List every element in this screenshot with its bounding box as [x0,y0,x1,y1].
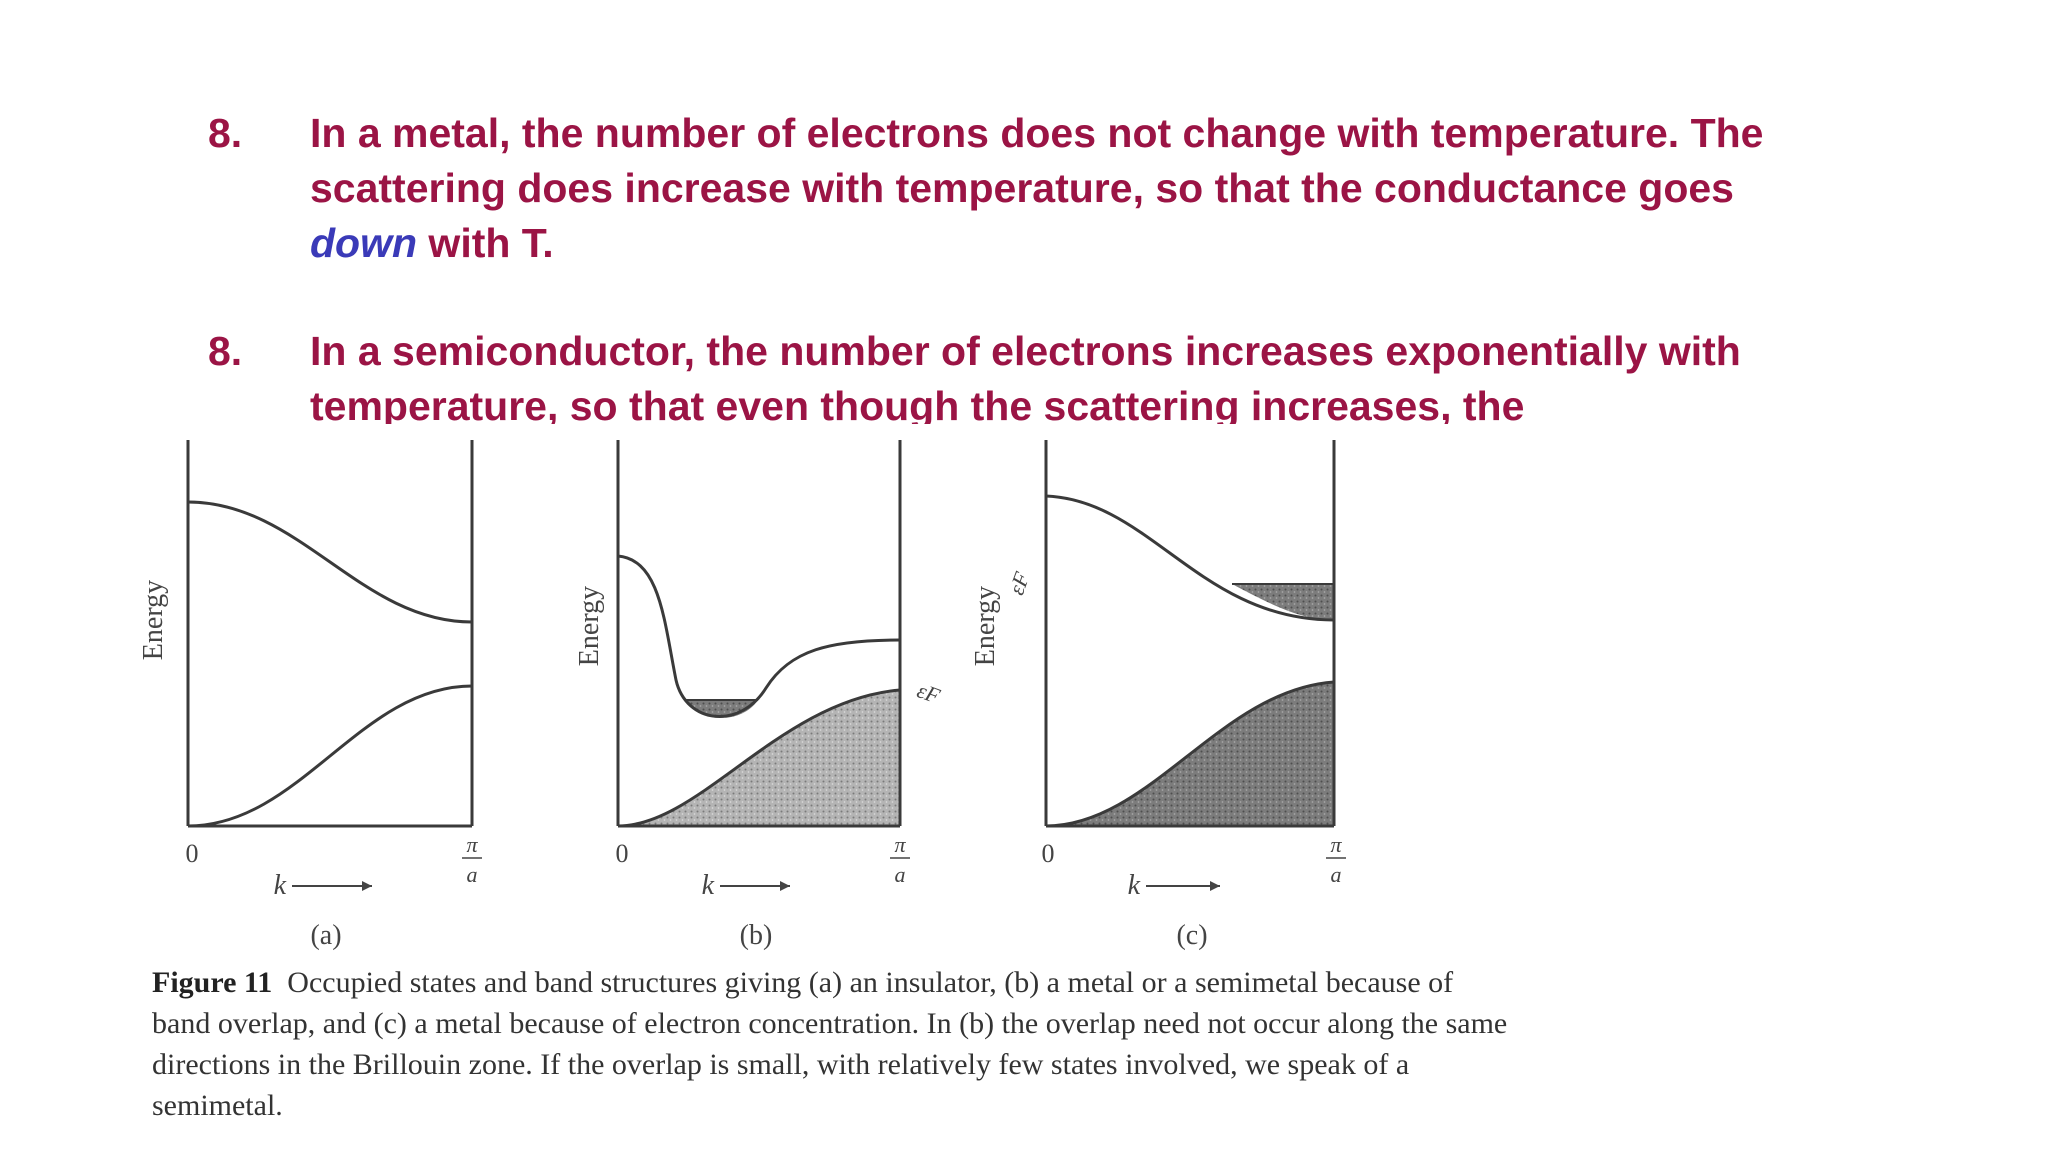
panel-b-x-end-num: π [894,832,906,857]
emphasis-down: down [310,220,418,266]
arrow-head-icon [780,881,790,891]
bullet-text-after: with T. [417,220,554,266]
panel-c-fermi-label: εF [1003,568,1034,598]
panel-a-ylabel: Energy [138,580,169,660]
panel-a [186,440,474,828]
bullet-text-before: In a metal, the number of electrons does… [310,110,1764,211]
panel-a-upper-band [187,500,473,624]
arrow-head-icon [362,881,372,891]
figure-caption: Figure 11 Occupied states and band struc… [152,962,1512,1126]
bullet-item-semiconductor: 8. In a semiconductor, the number of ele… [208,324,1848,424]
panel-c-upper-band [1045,494,1335,622]
panel-b [616,440,902,828]
bullet-text: In a metal, the number of electrons does… [310,106,1850,271]
panel-b-label: (b) [740,920,773,951]
panel-c-xlabel: k [1128,870,1141,901]
panel-b-xlabel: k [702,870,715,901]
panel-b-upper-band [617,554,901,718]
panel-a-x-end-den: a [467,862,478,887]
panel-c-lower-band [1045,680,1335,828]
panel-a-x-start: 0 [186,839,199,868]
bullet-number: 8. [208,110,243,156]
panel-a-x-end-num: π [466,832,478,857]
bullet-number: 8. [208,328,243,374]
panel-c [1044,440,1336,828]
caption-text: Occupied states and band structures givi… [152,966,1508,1122]
panel-c-ylabel: Energy [970,586,1001,666]
panel-b-x-end-den: a [895,862,906,887]
caption-label: Figure 11 [152,966,273,999]
panel-b-occupied-lower [618,690,900,826]
panel-b-lower-band [617,688,901,828]
panel-c-label: (c) [1176,920,1207,951]
arrow-head-icon [1210,881,1220,891]
panel-a-lower-band [187,684,473,828]
panel-c-occupied-upper [1232,584,1334,620]
panel-c-x-end-num: π [1330,832,1342,857]
panel-c-occupied-lower [1046,682,1334,826]
panel-a-label: (a) [310,920,341,951]
panel-b-x-start: 0 [616,839,629,868]
panel-a-xlabel: k [274,870,287,901]
bullet-item-metal: 8. In a metal, the number of electrons d… [208,106,1848,276]
panel-c-x-start: 0 [1042,839,1055,868]
band-structure-figure: Energy 0 k π a (a) Energy εF 0 k π a (b)… [138,440,1346,951]
panel-c-x-end-den: a [1331,862,1342,887]
panel-b-ylabel: Energy [574,586,605,666]
bullet-text: In a semiconductor, the number of electr… [310,328,1741,424]
panel-b-fermi-label: εF [914,677,944,708]
